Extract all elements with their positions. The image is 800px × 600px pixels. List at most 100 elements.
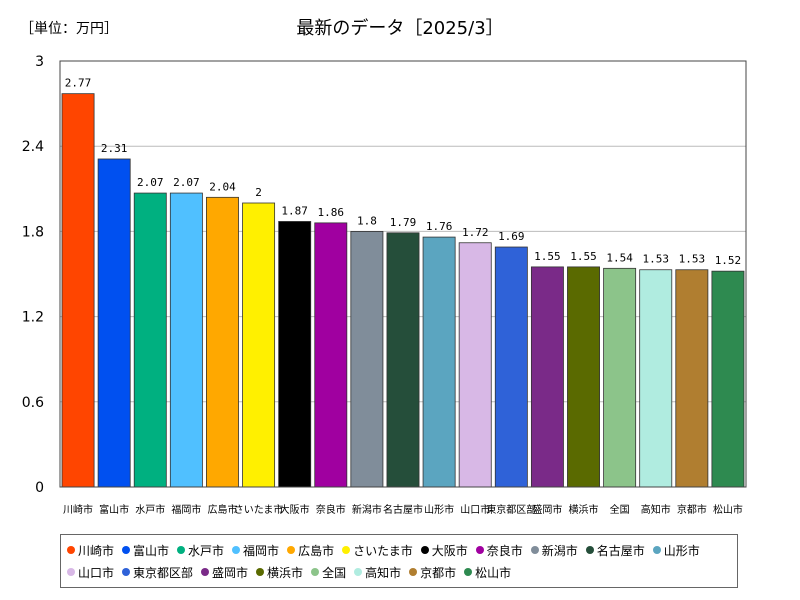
legend-swatch [177, 546, 186, 554]
legend-swatch [122, 568, 131, 576]
x-tick-label: 山口市 [460, 503, 490, 516]
legend-swatch [201, 568, 210, 576]
unit-label: ［単位：万円］ [20, 21, 118, 37]
data-label: 1.53 [679, 253, 706, 266]
bar [350, 230, 384, 488]
legend-label: 名古屋市 [596, 543, 645, 558]
legend-label: 盛岡市 [212, 565, 249, 580]
legend-label: 新潟市 [541, 543, 578, 558]
bar [494, 246, 528, 488]
x-tick-label: 横浜市 [569, 503, 599, 516]
legend-item: 水戸市 [177, 539, 224, 561]
legend-label: 東京都区部 [133, 565, 194, 580]
legend-item: 大阪市 [420, 539, 468, 561]
data-label: 1.87 [281, 204, 308, 217]
legend-item: 新潟市 [530, 539, 578, 561]
y-tick-label: 2.4 [22, 139, 44, 155]
x-tick-label: 高知市 [641, 503, 671, 516]
legend-label: 山口市 [78, 565, 115, 580]
legend-swatch [354, 568, 363, 576]
data-label: 2.77 [65, 77, 92, 90]
y-axis-ticks: 0 0.6 1.2 1.8 2.4 3 [22, 54, 44, 496]
bar [530, 266, 564, 488]
data-label: 1.54 [606, 251, 633, 264]
bar [458, 242, 492, 488]
x-tick-label: 松山市 [713, 503, 743, 516]
legend-swatch [464, 568, 473, 576]
legend-label: 全国 [322, 565, 347, 580]
x-tick-label: 大阪市 [280, 503, 310, 516]
legend-item: 京都市 [409, 561, 456, 583]
y-tick-label: 1.8 [22, 224, 44, 240]
legend-swatch [122, 546, 131, 554]
legend-item: 盛岡市 [201, 561, 248, 583]
data-label: 1.86 [318, 206, 345, 219]
x-tick-label: 新潟市 [352, 503, 382, 516]
x-tick-label: 盛岡市 [532, 503, 562, 516]
plot-frame [59, 60, 747, 488]
x-tick-label: 京都市 [677, 503, 707, 516]
x-tick-label: 福岡市 [171, 503, 201, 516]
x-tick-label: 富山市 [99, 503, 129, 516]
bar [639, 269, 673, 488]
bar [169, 192, 203, 488]
chart-title: 最新のデータ［2025/3］ [296, 18, 504, 39]
legend-item: 富山市 [122, 539, 169, 561]
x-tick-label: 川崎市 [63, 503, 93, 516]
legend-item: 川崎市 [67, 539, 114, 561]
data-label: 1.69 [498, 230, 525, 243]
x-tick-label: 広島市 [207, 503, 237, 516]
bar [422, 236, 456, 488]
legend-swatch [67, 546, 75, 554]
x-tick-label: 名古屋市 [383, 503, 423, 516]
bar [603, 267, 637, 488]
legend-swatch [585, 546, 594, 554]
legend-label: 高知市 [365, 565, 402, 580]
legend-item: 横浜市 [256, 561, 303, 583]
data-label: 1.76 [426, 220, 453, 233]
legend-item: 山形市 [652, 539, 700, 561]
legend-label: さいたま市 [353, 543, 413, 558]
bar [278, 221, 312, 488]
legend-swatch [409, 568, 418, 576]
y-tick-label: 1.2 [22, 310, 44, 326]
legend-item: 名古屋市 [585, 539, 645, 561]
x-tick-label: 山形市 [424, 503, 454, 516]
legend-label: 川崎市 [78, 543, 115, 558]
legend-item: 広島市 [287, 539, 334, 561]
legend-label: 奈良市 [486, 543, 523, 558]
data-label: 1.8 [357, 214, 377, 227]
legend-swatch [475, 546, 484, 554]
data-label: 2 [255, 186, 262, 199]
legend-swatch [287, 546, 296, 554]
x-tick-label: 奈良市 [316, 503, 346, 516]
legend-item: 東京都区部 [122, 561, 193, 583]
bar [97, 158, 131, 488]
y-tick-label: 3 [35, 54, 44, 70]
legend-label: 水戸市 [188, 543, 225, 558]
legend-label: 山形市 [663, 543, 700, 558]
legend-item: 奈良市 [475, 539, 523, 561]
legend-item: 高知市 [354, 561, 401, 583]
y-tick-label: 0.6 [22, 395, 44, 411]
legend-label: 富山市 [133, 543, 170, 558]
legend-item: 松山市 [464, 561, 511, 583]
legend-label: 松山市 [475, 565, 512, 580]
data-label: 1.53 [642, 253, 669, 266]
data-label: 1.55 [534, 250, 561, 263]
bar [386, 232, 420, 488]
data-label: 1.72 [462, 226, 489, 239]
x-tick-label: さいたま市 [234, 503, 284, 516]
legend-swatch [652, 546, 661, 554]
legend-item: 全国 [311, 561, 346, 583]
data-label: 1.79 [390, 216, 417, 229]
legend-label: 福岡市 [243, 543, 280, 558]
legend-swatch [232, 546, 241, 554]
legend-label: 横浜市 [267, 565, 304, 580]
legend-swatch [342, 546, 351, 554]
legend-swatch [67, 568, 75, 576]
legend-item: 山口市 [67, 561, 114, 583]
legend-label: 大阪市 [431, 543, 468, 558]
bar [242, 202, 276, 488]
